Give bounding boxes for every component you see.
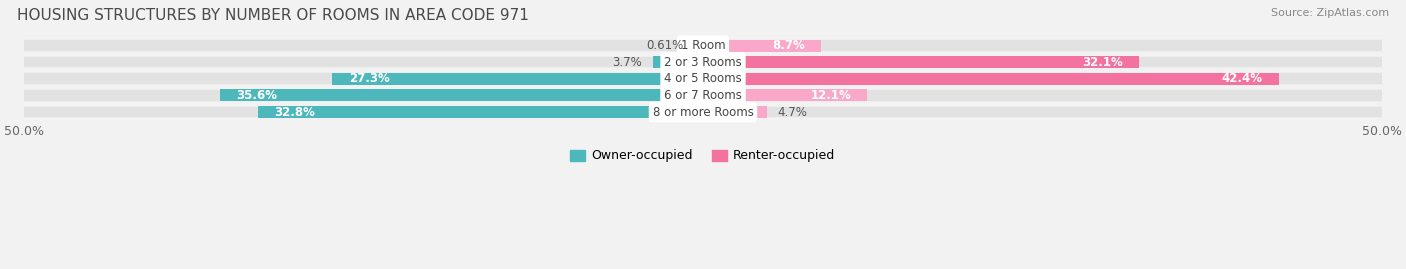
Bar: [257, 106, 703, 118]
Text: 32.8%: 32.8%: [274, 105, 315, 119]
Bar: [24, 105, 1382, 119]
Text: 42.4%: 42.4%: [1222, 72, 1263, 85]
Text: HOUSING STRUCTURES BY NUMBER OF ROOMS IN AREA CODE 971: HOUSING STRUCTURES BY NUMBER OF ROOMS IN…: [17, 8, 529, 23]
Bar: [219, 89, 703, 101]
Text: 8.7%: 8.7%: [772, 39, 804, 52]
Bar: [24, 88, 1382, 103]
Bar: [332, 73, 703, 85]
Bar: [24, 88, 703, 103]
Text: 32.1%: 32.1%: [1081, 56, 1122, 69]
Bar: [24, 55, 703, 69]
Bar: [703, 40, 821, 52]
Text: 4.7%: 4.7%: [778, 105, 807, 119]
Text: 8 or more Rooms: 8 or more Rooms: [652, 105, 754, 119]
Bar: [24, 38, 1382, 53]
Text: 12.1%: 12.1%: [810, 89, 851, 102]
Bar: [24, 72, 703, 86]
Text: 1 Room: 1 Room: [681, 39, 725, 52]
Bar: [24, 72, 1382, 86]
Text: Source: ZipAtlas.com: Source: ZipAtlas.com: [1271, 8, 1389, 18]
Text: 3.7%: 3.7%: [612, 56, 643, 69]
Bar: [695, 40, 703, 52]
Bar: [24, 38, 703, 53]
Bar: [703, 106, 766, 118]
Bar: [24, 55, 1382, 69]
Legend: Owner-occupied, Renter-occupied: Owner-occupied, Renter-occupied: [565, 144, 841, 167]
Bar: [703, 73, 1278, 85]
Bar: [703, 89, 868, 101]
Text: 35.6%: 35.6%: [236, 89, 277, 102]
Bar: [652, 56, 703, 68]
Text: 2 or 3 Rooms: 2 or 3 Rooms: [664, 56, 742, 69]
Text: 0.61%: 0.61%: [647, 39, 683, 52]
Text: 4 or 5 Rooms: 4 or 5 Rooms: [664, 72, 742, 85]
Bar: [703, 56, 1139, 68]
Text: 6 or 7 Rooms: 6 or 7 Rooms: [664, 89, 742, 102]
Text: 27.3%: 27.3%: [349, 72, 389, 85]
Bar: [24, 105, 703, 119]
